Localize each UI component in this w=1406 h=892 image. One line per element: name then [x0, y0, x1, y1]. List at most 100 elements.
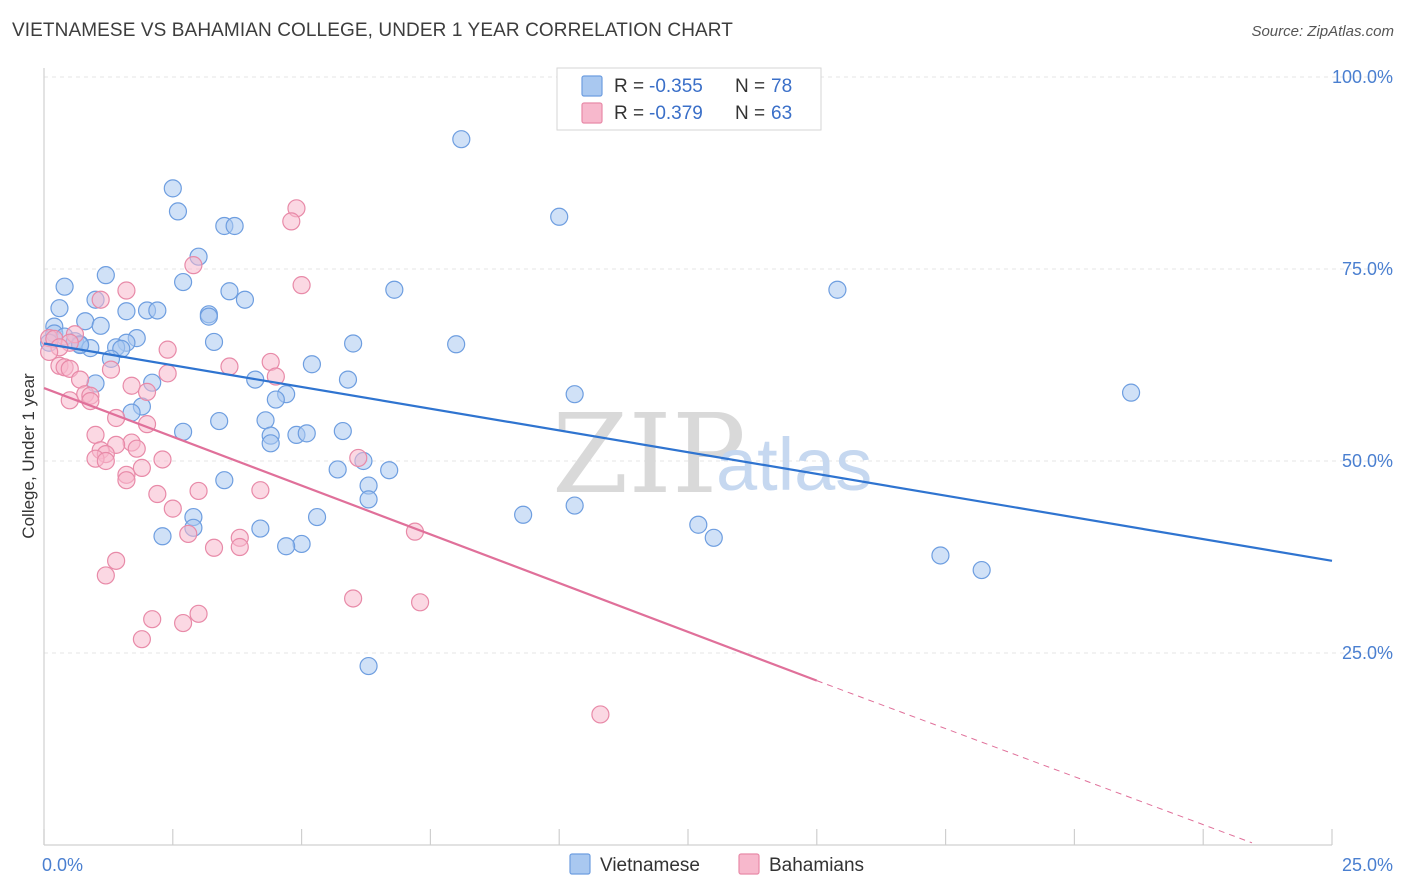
chart-title: VIETNAMESE VS BAHAMIAN COLLEGE, UNDER 1 …: [12, 20, 733, 41]
x-tick-labels: 0.0% 25.0%: [42, 855, 1393, 875]
point-bahamians: [122, 376, 141, 395]
point-bahamians: [137, 382, 157, 401]
point-bahamians: [163, 499, 182, 518]
point-vietnamese: [359, 490, 378, 509]
point-vietnamese: [333, 421, 352, 441]
point-vietnamese: [385, 280, 404, 299]
point-vietnamese: [168, 202, 188, 221]
point-bahamians: [86, 425, 105, 444]
series-legend: Vietnamese Bahamians: [569, 853, 864, 876]
point-bahamians: [204, 538, 224, 557]
legend-swatch-vietnamese: [581, 75, 603, 97]
point-vietnamese: [148, 301, 167, 320]
point-vietnamese: [117, 302, 136, 321]
trend-line-extension-bahamians: [816, 680, 1253, 844]
watermark-zip: ZIP: [552, 390, 746, 518]
point-vietnamese: [210, 411, 229, 431]
point-vietnamese: [220, 282, 239, 301]
legend-r-value-vietnamese: -0.355: [649, 76, 703, 97]
point-vietnamese: [292, 534, 311, 554]
point-vietnamese: [828, 280, 847, 299]
point-vietnamese: [704, 528, 723, 547]
point-vietnamese: [565, 496, 584, 515]
point-bahamians: [117, 281, 136, 300]
point-bahamians: [220, 357, 239, 376]
legend-r-label-vietnamese: R =: [614, 76, 644, 97]
point-vietnamese: [328, 460, 347, 479]
point-vietnamese: [931, 546, 950, 565]
point-vietnamese: [91, 316, 110, 335]
point-vietnamese: [297, 424, 316, 443]
point-vietnamese: [199, 307, 218, 326]
point-vietnamese: [972, 560, 991, 580]
point-bahamians: [143, 610, 162, 629]
point-bahamians: [96, 566, 115, 585]
point-vietnamese: [163, 179, 182, 198]
y-axis-label: College, Under 1 year: [19, 373, 38, 539]
point-bahamians: [153, 450, 172, 469]
point-vietnamese: [1121, 383, 1141, 402]
point-bahamians: [158, 340, 177, 359]
point-bahamians: [591, 705, 610, 724]
point-vietnamese: [204, 332, 224, 352]
y-tick-label: 75.0%: [1342, 259, 1393, 279]
bottom-legend-swatch-vietnamese: [569, 853, 591, 875]
point-vietnamese: [153, 527, 172, 546]
point-vietnamese: [235, 290, 255, 309]
point-vietnamese: [307, 507, 327, 527]
stats-legend: R = -0.355 N = 78 R = -0.379 N = 63: [556, 67, 822, 131]
point-bahamians: [282, 212, 301, 231]
point-vietnamese: [359, 656, 378, 676]
point-bahamians: [81, 391, 100, 411]
point-vietnamese: [338, 370, 358, 389]
point-vietnamese: [96, 266, 115, 285]
point-bahamians: [174, 613, 193, 633]
y-tick-label: 25.0%: [1342, 643, 1393, 663]
watermark-atlas: atlas: [716, 423, 872, 506]
point-bahamians: [344, 589, 363, 608]
point-bahamians: [410, 593, 430, 612]
point-bahamians: [127, 439, 146, 458]
grid-lines: [44, 76, 1392, 654]
point-bahamians: [132, 458, 151, 478]
point-vietnamese: [302, 355, 322, 374]
point-vietnamese: [514, 505, 533, 524]
legend-n-label-vietnamese: N =: [735, 76, 765, 97]
point-vietnamese: [256, 411, 275, 430]
point-vietnamese: [225, 216, 244, 236]
legend-r-value-bahamians: -0.379: [649, 103, 703, 124]
point-vietnamese: [344, 334, 363, 353]
point-vietnamese: [215, 471, 234, 490]
point-vietnamese: [277, 537, 296, 556]
legend-n-value-bahamians: 63: [771, 103, 792, 124]
point-bahamians: [158, 364, 177, 383]
point-vietnamese: [266, 390, 285, 409]
y-tick-label: 100.0%: [1332, 67, 1393, 87]
trend-line-vietnamese: [43, 342, 1333, 562]
point-vietnamese: [447, 335, 466, 354]
bottom-legend-label-vietnamese: Vietnamese: [600, 855, 700, 876]
point-bahamians: [132, 630, 151, 649]
point-vietnamese: [550, 207, 569, 226]
point-bahamians: [292, 276, 311, 295]
watermark: ZIP atlas: [552, 390, 872, 518]
point-bahamians: [148, 484, 167, 504]
point-vietnamese: [689, 515, 708, 534]
point-bahamians: [189, 604, 208, 623]
x-tick-label: 25.0%: [1342, 855, 1393, 875]
point-vietnamese: [55, 277, 74, 296]
point-bahamians: [349, 448, 368, 468]
legend-swatch-bahamians: [581, 102, 603, 124]
point-bahamians: [251, 481, 270, 500]
trend-line-bahamians: [43, 387, 818, 682]
legend-n-label-bahamians: N =: [735, 103, 765, 124]
bottom-legend-swatch-bahamians: [738, 853, 760, 875]
point-bahamians: [107, 551, 126, 570]
point-vietnamese: [452, 130, 471, 149]
point-bahamians: [230, 537, 249, 557]
point-bahamians: [266, 367, 285, 386]
point-vietnamese: [174, 272, 193, 292]
bottom-legend-label-bahamians: Bahamians: [769, 855, 864, 876]
trend-lines: [43, 342, 1333, 844]
